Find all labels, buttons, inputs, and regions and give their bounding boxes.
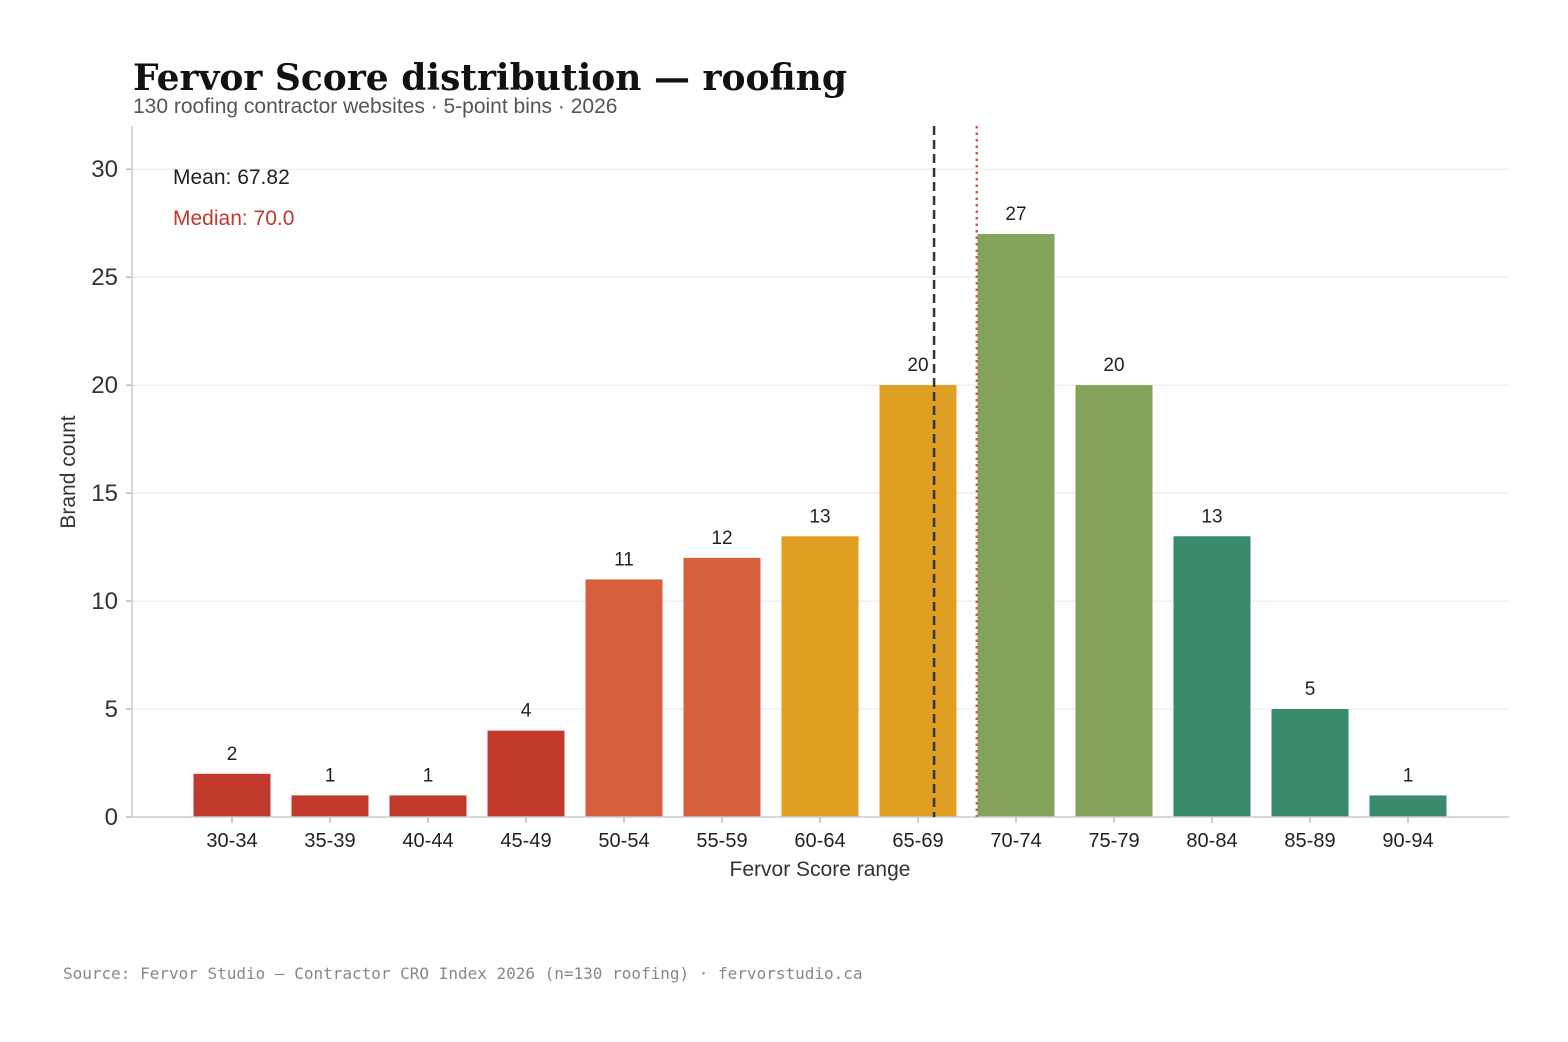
x-tick-label: 65-69 <box>892 830 943 852</box>
bar-value-label: 1 <box>325 765 336 786</box>
source-note: Source: Fervor Studio — Contractor CRO I… <box>63 964 863 983</box>
y-tick-label: 10 <box>91 588 118 615</box>
bar-85-89 <box>1271 709 1349 817</box>
x-tick-label: 90-94 <box>1382 830 1433 852</box>
median-label: Median: 70.0 <box>173 207 294 230</box>
bar-35-39 <box>291 795 369 817</box>
bar-value-label: 20 <box>907 355 928 376</box>
bar-75-79 <box>1075 385 1153 817</box>
x-tick-label: 70-74 <box>990 830 1041 852</box>
y-tick-label: 5 <box>105 696 118 723</box>
x-tick-label: 45-49 <box>500 830 551 852</box>
x-tick-label: 85-89 <box>1284 830 1335 852</box>
bar-65-69 <box>879 385 957 817</box>
chart-title: Fervor Score distribution — roofing <box>133 57 847 99</box>
bar-60-64 <box>781 536 859 817</box>
bar-value-label: 1 <box>423 765 434 786</box>
bar-value-label: 2 <box>227 744 238 765</box>
x-tick-label: 35-39 <box>304 830 355 852</box>
bar-50-54 <box>585 579 663 817</box>
y-tick-label: 0 <box>105 804 118 831</box>
bar-value-label: 20 <box>1103 355 1124 376</box>
y-tick-label: 25 <box>91 264 118 291</box>
bar-value-label: 5 <box>1305 679 1316 700</box>
bar-70-74 <box>977 233 1055 817</box>
chart-subtitle: 130 roofing contractor websites · 5-poin… <box>133 95 617 118</box>
y-axis-label: Brand count <box>57 415 80 528</box>
bar-80-84 <box>1173 536 1251 817</box>
mean-label: Mean: 67.82 <box>173 166 290 189</box>
y-tick-label: 15 <box>91 480 118 507</box>
y-axis-ticks: 0 5 10 15 20 25 30 <box>91 156 132 831</box>
x-tick-label: 60-64 <box>794 830 845 852</box>
bar-value-label: 11 <box>614 549 634 570</box>
bar-30-34 <box>193 773 271 817</box>
y-tick-label: 20 <box>91 372 118 399</box>
x-axis-label: Fervor Score range <box>730 858 911 881</box>
y-tick-label: 30 <box>91 156 118 183</box>
x-tick-label: 40-44 <box>402 830 453 852</box>
bar-40-44 <box>389 795 467 817</box>
bar-value-label: 12 <box>711 528 732 549</box>
bar-55-59 <box>683 557 761 817</box>
bars <box>193 233 1447 817</box>
x-tick-label: 50-54 <box>598 830 649 852</box>
bar-value-label: 1 <box>1403 765 1414 786</box>
x-axis-ticks: 30-34 35-39 40-44 45-49 50-54 55-59 60-64 65-69… <box>206 817 1434 852</box>
x-tick-label: 80-84 <box>1186 830 1237 852</box>
bar-value-label: 4 <box>521 701 532 722</box>
bar-value-label: 13 <box>809 506 830 527</box>
bar-45-49 <box>487 730 565 817</box>
x-tick-label: 75-79 <box>1088 830 1139 852</box>
bar-value-label: 13 <box>1201 506 1222 527</box>
x-tick-label: 55-59 <box>696 830 747 852</box>
x-tick-label: 30-34 <box>206 830 257 852</box>
bar-90-94 <box>1369 795 1447 817</box>
bar-value-label: 27 <box>1005 204 1026 225</box>
